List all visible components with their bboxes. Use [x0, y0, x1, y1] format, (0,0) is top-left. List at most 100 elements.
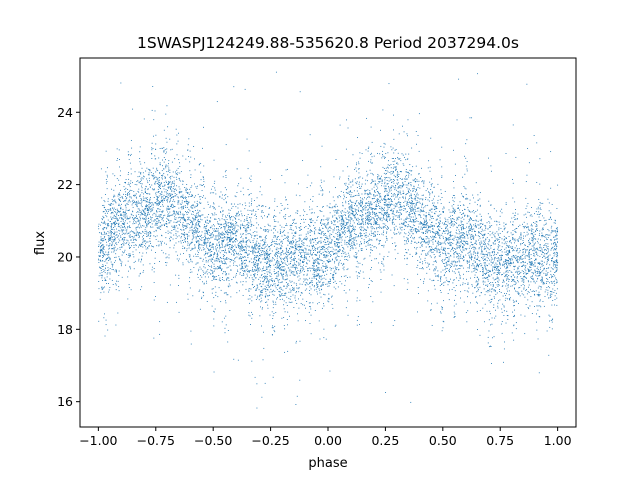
data-point: [505, 297, 507, 299]
data-point: [199, 235, 201, 237]
data-point: [232, 229, 233, 230]
data-point: [327, 255, 329, 257]
data-point: [303, 256, 305, 258]
data-point: [317, 267, 319, 269]
data-point: [358, 234, 359, 236]
data-point: [482, 235, 484, 236]
data-point: [387, 166, 388, 168]
data-point: [434, 206, 435, 208]
data-point: [425, 262, 427, 264]
data-point: [217, 260, 219, 262]
data-point: [116, 160, 118, 161]
data-point: [301, 240, 303, 242]
data-point: [413, 188, 415, 189]
data-point: [201, 237, 203, 239]
data-point: [145, 216, 147, 218]
data-point: [423, 194, 424, 196]
data-point: [206, 273, 208, 275]
data-point: [121, 233, 123, 235]
data-point: [478, 227, 480, 229]
data-point: [294, 295, 296, 297]
data-point: [98, 258, 99, 260]
data-point: [172, 214, 174, 216]
data-point: [106, 262, 108, 264]
data-point: [353, 242, 355, 244]
data-point: [379, 153, 381, 155]
data-point: [316, 287, 318, 288]
data-point: [169, 186, 171, 188]
data-point: [546, 268, 547, 270]
data-point: [111, 223, 113, 225]
data-point: [400, 206, 402, 208]
data-point: [270, 242, 272, 244]
data-point: [199, 163, 201, 165]
data-point: [474, 246, 476, 248]
data-point: [256, 240, 258, 242]
data-point: [140, 233, 142, 235]
data-point: [147, 232, 149, 234]
data-point: [256, 231, 258, 233]
data-point: [470, 236, 472, 238]
data-point: [317, 286, 318, 288]
data-point: [308, 249, 310, 251]
data-point: [218, 232, 220, 233]
data-point: [282, 298, 283, 300]
data-point: [547, 280, 549, 282]
data-point: [279, 224, 281, 226]
data-point: [532, 277, 534, 279]
data-point: [283, 273, 285, 275]
data-point: [501, 246, 503, 248]
data-point: [294, 256, 296, 258]
data-point: [167, 174, 169, 176]
data-point: [301, 246, 303, 248]
data-point: [529, 266, 531, 268]
data-point: [215, 218, 217, 220]
data-point: [371, 226, 373, 227]
data-point: [373, 195, 375, 197]
data-point: [138, 201, 140, 203]
data-point: [277, 255, 279, 257]
data-point: [482, 243, 484, 245]
data-point: [299, 215, 301, 217]
data-point: [476, 310, 478, 312]
data-point: [292, 294, 294, 296]
data-point: [121, 247, 123, 248]
data-point: [111, 244, 112, 246]
data-point: [132, 254, 134, 255]
data-point: [129, 193, 131, 195]
data-point: [328, 252, 330, 254]
data-point: [193, 231, 195, 233]
data-point: [245, 259, 247, 261]
data-point: [246, 273, 248, 275]
data-point: [135, 221, 137, 223]
data-point: [225, 302, 227, 304]
data-point: [486, 247, 488, 249]
data-point: [515, 290, 517, 292]
data-point: [411, 231, 413, 233]
data-point: [405, 198, 406, 200]
data-point: [280, 272, 282, 274]
data-point: [227, 330, 229, 331]
data-point: [491, 289, 493, 290]
data-point: [274, 243, 276, 244]
data-point: [354, 210, 356, 212]
data-point: [494, 241, 496, 242]
data-point: [427, 300, 429, 302]
data-point: [212, 272, 214, 274]
data-point: [316, 284, 318, 286]
data-point: [331, 246, 333, 248]
data-point: [343, 275, 345, 277]
data-point: [477, 283, 479, 285]
data-point: [301, 243, 303, 245]
data-point: [404, 243, 406, 245]
data-point: [512, 237, 514, 239]
data-point: [244, 225, 246, 227]
data-point: [208, 265, 209, 266]
data-point: [514, 309, 515, 311]
data-point: [421, 223, 423, 225]
data-point: [463, 255, 465, 257]
data-point: [553, 236, 554, 238]
data-point: [353, 255, 355, 257]
data-point: [203, 271, 205, 273]
data-point: [523, 253, 525, 255]
